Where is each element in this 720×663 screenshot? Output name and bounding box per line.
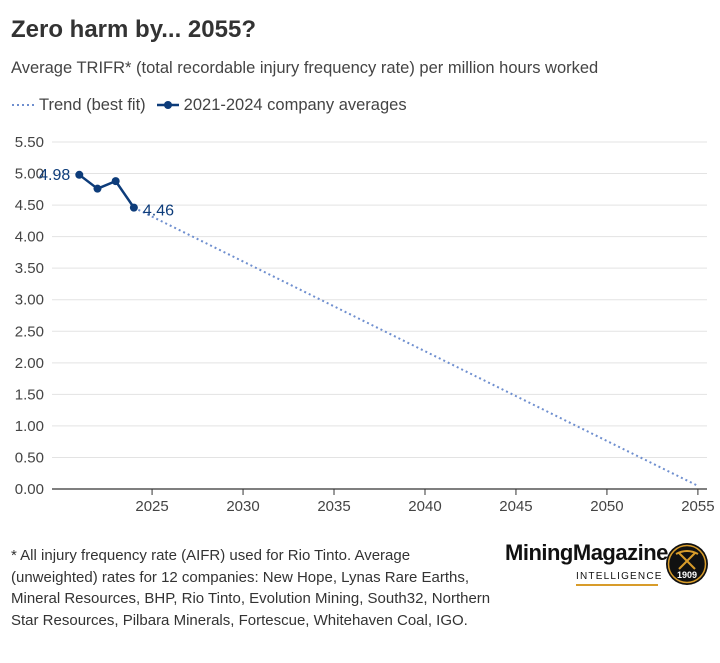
- data-point: [111, 177, 120, 186]
- y-tick-label: 4.00: [15, 229, 44, 246]
- legend-averages-swatch: [156, 101, 179, 109]
- y-tick-label: 5.50: [15, 134, 44, 151]
- y-tick-label: 0.50: [15, 449, 44, 466]
- data-point: [93, 184, 102, 193]
- x-tick-label: 2045: [499, 498, 532, 515]
- y-tick-label: 2.50: [15, 323, 44, 340]
- y-tick-label: 2.00: [15, 355, 44, 372]
- data-label: 4.46: [143, 203, 174, 220]
- legend-trend-swatch: [12, 104, 34, 106]
- y-tick-label: 3.00: [15, 292, 44, 309]
- chart-legend: Trend (best fit) 2021-2024 company avera…: [11, 95, 407, 115]
- logo-wordmark: MiningMagazine: [505, 540, 668, 565]
- legend-averages-label: 2021-2024 company averages: [183, 95, 407, 114]
- line-chart: 0.00 0.50 1.00 1.50 2.00 2.50 3.00 3.50 4.00 4.50…: [15, 134, 715, 515]
- data-label: 4.98: [39, 167, 70, 184]
- data-point: [75, 170, 84, 179]
- trend-line: [133, 206, 699, 487]
- chart-footnote: * All injury frequency rate (AIFR) used …: [11, 547, 491, 629]
- legend-item-averages: 2021-2024 company averages: [156, 96, 407, 115]
- x-tick-label: 2050: [590, 498, 623, 515]
- chart-subtitle: Average TRIFR* (total recordable injury …: [11, 59, 599, 77]
- y-tick-label: 0.00: [15, 481, 44, 498]
- x-tick-label: 2040: [408, 498, 441, 515]
- y-tick-label: 4.50: [15, 197, 44, 214]
- x-tick-label: 2030: [226, 498, 259, 515]
- y-tick-label: 1.50: [15, 386, 44, 403]
- y-tick-label: 5.00: [15, 166, 44, 183]
- y-tick-label: 1.00: [15, 418, 44, 435]
- chart-title: Zero harm by... 2055?: [11, 16, 256, 43]
- data-point: [129, 203, 138, 212]
- crossed-pickaxes-icon: 1909: [666, 543, 708, 585]
- logo-subtitle: INTELLIGENCE: [576, 571, 663, 582]
- logo-rule: [576, 584, 658, 586]
- legend-trend-label: Trend (best fit): [39, 95, 146, 114]
- x-tick-label: 2035: [317, 498, 350, 515]
- legend-item-trend: Trend (best fit): [11, 96, 146, 115]
- averages-line: [78, 173, 135, 209]
- mining-magazine-logo: MiningMagazine INTELLIGENCE 1909: [505, 540, 710, 590]
- x-tick-label: 2055: [681, 498, 714, 515]
- y-tick-label: 3.50: [15, 260, 44, 277]
- logo-badge-year: 1909: [677, 570, 697, 580]
- x-tick-label: 2025: [135, 498, 168, 515]
